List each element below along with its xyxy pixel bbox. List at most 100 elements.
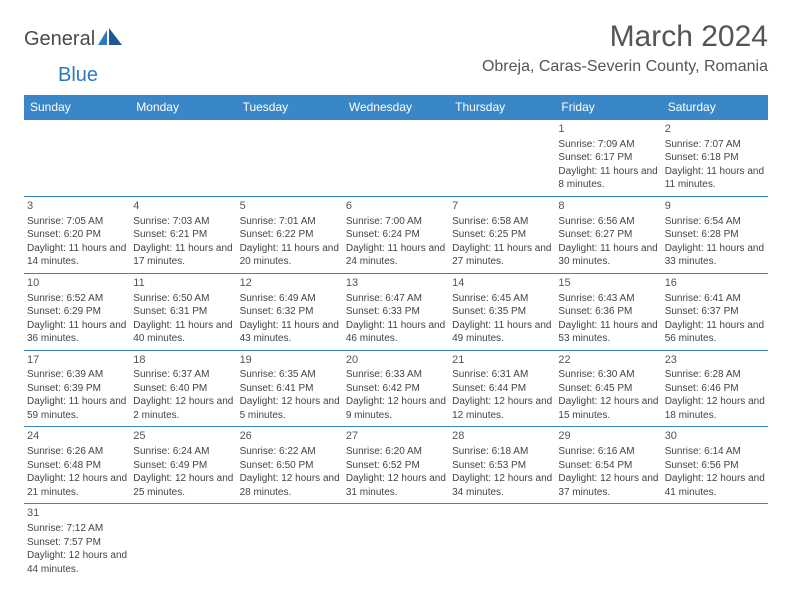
logo-text-general: General: [24, 28, 95, 51]
day-number: 23: [665, 353, 765, 368]
daylight-line: Daylight: 12 hours and 18 minutes.: [665, 395, 765, 422]
sunset-line: Sunset: 6:53 PM: [452, 459, 552, 473]
day-cell: 20Sunrise: 6:33 AMSunset: 6:42 PMDayligh…: [343, 350, 449, 427]
empty-cell: [130, 120, 236, 197]
sunrise-line: Sunrise: 6:16 AM: [558, 445, 658, 459]
day-number: 28: [452, 429, 552, 444]
sunset-line: Sunset: 6:50 PM: [240, 459, 340, 473]
sunset-line: Sunset: 6:27 PM: [558, 228, 658, 242]
day-number: 15: [558, 276, 658, 291]
month-title: March 2024: [482, 20, 768, 54]
day-number: 14: [452, 276, 552, 291]
sunset-line: Sunset: 6:20 PM: [27, 228, 127, 242]
day-number: 10: [27, 276, 127, 291]
sunrise-line: Sunrise: 6:50 AM: [133, 292, 233, 306]
day-cell: 7Sunrise: 6:58 AMSunset: 6:25 PMDaylight…: [449, 196, 555, 273]
day-number: 22: [558, 353, 658, 368]
sunset-line: Sunset: 6:42 PM: [346, 382, 446, 396]
day-cell: 18Sunrise: 6:37 AMSunset: 6:40 PMDayligh…: [130, 350, 236, 427]
day-number: 2: [665, 122, 765, 137]
day-number: 8: [558, 199, 658, 214]
day-number: 17: [27, 353, 127, 368]
day-cell: 8Sunrise: 6:56 AMSunset: 6:27 PMDaylight…: [555, 196, 661, 273]
weekday-header: Friday: [555, 95, 661, 120]
sunset-line: Sunset: 6:46 PM: [665, 382, 765, 396]
logo-text-blue: Blue: [58, 64, 98, 87]
weekday-header: Saturday: [662, 95, 768, 120]
daylight-line: Daylight: 11 hours and 17 minutes.: [133, 242, 233, 269]
logo: General: [24, 28, 126, 51]
daylight-line: Daylight: 12 hours and 5 minutes.: [240, 395, 340, 422]
day-cell: 12Sunrise: 6:49 AMSunset: 6:32 PMDayligh…: [237, 273, 343, 350]
day-cell: 17Sunrise: 6:39 AMSunset: 6:39 PMDayligh…: [24, 350, 130, 427]
daylight-line: Daylight: 11 hours and 36 minutes.: [27, 319, 127, 346]
day-number: 6: [346, 199, 446, 214]
day-cell: 29Sunrise: 6:16 AMSunset: 6:54 PMDayligh…: [555, 427, 661, 504]
day-number: 25: [133, 429, 233, 444]
daylight-line: Daylight: 11 hours and 8 minutes.: [558, 165, 658, 192]
daylight-line: Daylight: 11 hours and 20 minutes.: [240, 242, 340, 269]
empty-cell: [449, 120, 555, 197]
daylight-line: Daylight: 12 hours and 25 minutes.: [133, 472, 233, 499]
weekday-header: Wednesday: [343, 95, 449, 120]
sunset-line: Sunset: 6:24 PM: [346, 228, 446, 242]
daylight-line: Daylight: 11 hours and 53 minutes.: [558, 319, 658, 346]
sunrise-line: Sunrise: 6:52 AM: [27, 292, 127, 306]
daylight-line: Daylight: 11 hours and 24 minutes.: [346, 242, 446, 269]
sunrise-line: Sunrise: 7:07 AM: [665, 138, 765, 152]
sunset-line: Sunset: 6:25 PM: [452, 228, 552, 242]
sunset-line: Sunset: 6:17 PM: [558, 151, 658, 165]
daylight-line: Daylight: 11 hours and 40 minutes.: [133, 319, 233, 346]
day-cell: 5Sunrise: 7:01 AMSunset: 6:22 PMDaylight…: [237, 196, 343, 273]
day-cell: 23Sunrise: 6:28 AMSunset: 6:46 PMDayligh…: [662, 350, 768, 427]
empty-cell: [237, 120, 343, 197]
day-cell: 19Sunrise: 6:35 AMSunset: 6:41 PMDayligh…: [237, 350, 343, 427]
sunrise-line: Sunrise: 6:24 AM: [133, 445, 233, 459]
sunrise-line: Sunrise: 6:47 AM: [346, 292, 446, 306]
sunrise-line: Sunrise: 6:14 AM: [665, 445, 765, 459]
day-number: 13: [346, 276, 446, 291]
sunset-line: Sunset: 6:45 PM: [558, 382, 658, 396]
sunset-line: Sunset: 6:56 PM: [665, 459, 765, 473]
empty-cell: [449, 504, 555, 580]
sunset-line: Sunset: 6:35 PM: [452, 305, 552, 319]
sunset-line: Sunset: 6:33 PM: [346, 305, 446, 319]
day-number: 1: [558, 122, 658, 137]
sunset-line: Sunset: 6:36 PM: [558, 305, 658, 319]
sunrise-line: Sunrise: 6:33 AM: [346, 368, 446, 382]
day-cell: 26Sunrise: 6:22 AMSunset: 6:50 PMDayligh…: [237, 427, 343, 504]
sunset-line: Sunset: 6:31 PM: [133, 305, 233, 319]
day-cell: 25Sunrise: 6:24 AMSunset: 6:49 PMDayligh…: [130, 427, 236, 504]
day-cell: 10Sunrise: 6:52 AMSunset: 6:29 PMDayligh…: [24, 273, 130, 350]
sunrise-line: Sunrise: 6:22 AM: [240, 445, 340, 459]
daylight-line: Daylight: 11 hours and 46 minutes.: [346, 319, 446, 346]
sunrise-line: Sunrise: 6:26 AM: [27, 445, 127, 459]
day-cell: 31Sunrise: 7:12 AMSunset: 7:57 PMDayligh…: [24, 504, 130, 580]
daylight-line: Daylight: 11 hours and 11 minutes.: [665, 165, 765, 192]
weekday-header: Thursday: [449, 95, 555, 120]
day-cell: 28Sunrise: 6:18 AMSunset: 6:53 PMDayligh…: [449, 427, 555, 504]
sunrise-line: Sunrise: 7:09 AM: [558, 138, 658, 152]
sunrise-line: Sunrise: 7:12 AM: [27, 522, 127, 536]
day-cell: 27Sunrise: 6:20 AMSunset: 6:52 PMDayligh…: [343, 427, 449, 504]
day-cell: 11Sunrise: 6:50 AMSunset: 6:31 PMDayligh…: [130, 273, 236, 350]
sunset-line: Sunset: 6:21 PM: [133, 228, 233, 242]
sunrise-line: Sunrise: 6:35 AM: [240, 368, 340, 382]
day-number: 11: [133, 276, 233, 291]
calendar-header-row: SundayMondayTuesdayWednesdayThursdayFrid…: [24, 95, 768, 120]
day-cell: 24Sunrise: 6:26 AMSunset: 6:48 PMDayligh…: [24, 427, 130, 504]
empty-cell: [24, 120, 130, 197]
day-cell: 9Sunrise: 6:54 AMSunset: 6:28 PMDaylight…: [662, 196, 768, 273]
sunrise-line: Sunrise: 6:56 AM: [558, 215, 658, 229]
day-number: 7: [452, 199, 552, 214]
sunset-line: Sunset: 6:39 PM: [27, 382, 127, 396]
calendar-body: 1Sunrise: 7:09 AMSunset: 6:17 PMDaylight…: [24, 120, 768, 581]
day-number: 3: [27, 199, 127, 214]
day-number: 9: [665, 199, 765, 214]
sunrise-line: Sunrise: 6:58 AM: [452, 215, 552, 229]
day-number: 20: [346, 353, 446, 368]
sunrise-line: Sunrise: 6:37 AM: [133, 368, 233, 382]
empty-cell: [662, 504, 768, 580]
sunrise-line: Sunrise: 6:31 AM: [452, 368, 552, 382]
day-number: 5: [240, 199, 340, 214]
